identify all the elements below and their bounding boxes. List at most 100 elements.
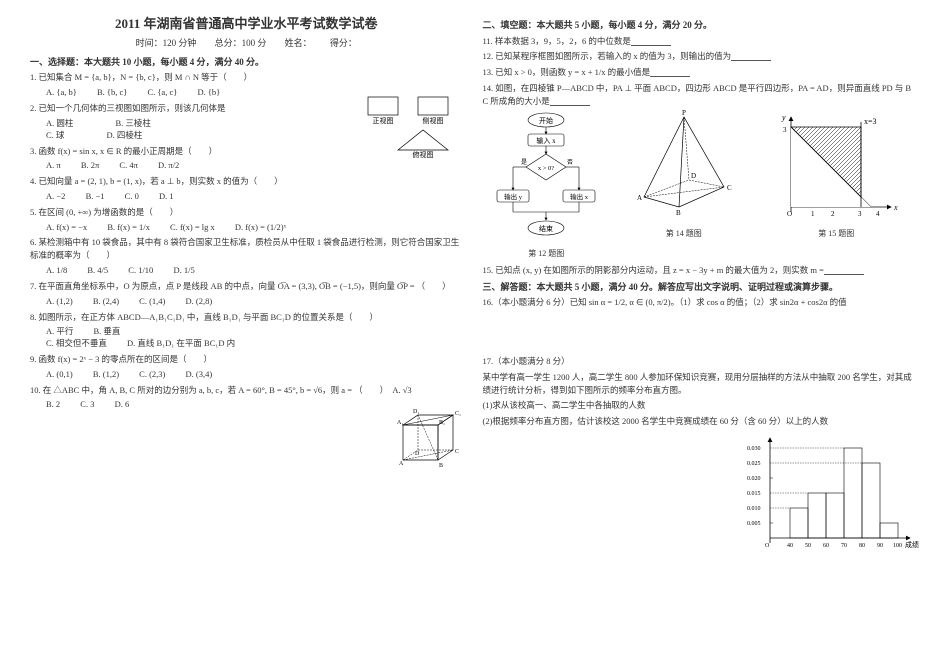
q17-head: 17.（本小题满分 8 分） [483,355,916,368]
svg-text:输出 y: 输出 y [504,192,523,201]
svg-text:0.015: 0.015 [747,491,761,497]
q9-opt-b: B. (1,2) [93,369,119,381]
svg-text:3: 3 [858,210,862,218]
q9-opt-d: D. (3,4) [186,369,213,381]
fig15-label: 第 15 题图 [776,228,896,239]
shaded-region-figure: x=3 x y O 12 34 3 第 15 题图 [776,112,896,259]
section1-header: 一、选择题：本大题共 10 小题，每小题 4 分，满分 40 分。 [30,56,463,69]
q11-text: 11. 样本数据 3，9，5，2，6 的中位数是 [483,35,916,48]
q2-opt-b: B. 三棱柱 [116,118,151,130]
q8-opt-d: D. 直线 B₁D₁ 在平面 BC₁D 内 [127,338,235,350]
pyramid-figure: P A B C D 第 14 题图 [629,112,739,259]
q8-options: A. 平行 B. 垂直 C. 相交但不垂直 D. 直线 B₁D₁ 在平面 BC₁… [30,326,360,350]
q6-opt-d: D. 1/5 [173,265,194,277]
svg-text:x: x [893,203,898,212]
svg-text:是: 是 [521,159,527,166]
q2-opt-a: A. 圆柱 [46,118,73,130]
q7-opt-d: D. (2,8) [186,296,213,308]
svg-text:结束: 结束 [539,224,553,233]
q3-opt-a: A. π [46,160,61,172]
time-label: 时间：120 分钟 [136,38,197,48]
svg-text:A: A [637,194,642,202]
q6-options: A. 1/8 B. 4/5 C. 1/10 D. 1/5 [30,265,463,277]
svg-text:x=3: x=3 [864,117,877,126]
svg-text:A: A [399,461,404,467]
q4-opt-d: D. 1 [159,191,174,203]
top-view-label: 俯视图 [412,150,433,159]
flowchart-svg: 开始 输入 x x > 0? 是 否 输出 y 输出 x [501,112,591,242]
q16-text: 16.（本小题满分 6 分）已知 sin α = 1/2, α ∈ (0, π/… [483,296,916,309]
q7-text: 7. 在平面直角坐标系中，O 为原点，点 P 是线段 AB 的中点，向量 O͞A… [30,280,463,293]
q13-text: 13. 已知 x > 0，则函数 y = x + 1/x 的最小值是 [483,66,916,79]
svg-text:1: 1 [811,210,815,218]
svg-text:输入 x: 输入 x [537,136,557,145]
svg-text:100: 100 [893,543,902,549]
svg-text:D: D [415,451,420,457]
q1-opt-d: D. {b} [197,87,220,99]
q1-opt-c: C. {a, c} [147,87,177,99]
histogram-svg: 0.0050.010 0.0150.020 0.0250.030 O 4050 … [745,433,915,553]
q1-text: 1. 已知集合 M = {a, b}，N = {b, c}，则 M ∩ N 等于… [30,71,463,84]
svg-text:B: B [676,209,681,217]
q4-opt-b: B. −1 [86,191,105,203]
svg-text:A₁: A₁ [397,420,403,426]
section2-header: 二、填空题：本大题共 5 小题，每小题 4 分，满分 20 分。 [483,19,916,32]
svg-text:3: 3 [783,126,787,134]
q17-body: 某中学有高一学生 1200 人，高二学生 800 人参加环保知识竞赛，现用分层抽… [483,371,916,397]
total-label: 总分：100 分 [215,38,267,48]
histogram-figure: 0.0050.010 0.0150.020 0.0250.030 O 4050 … [483,433,916,557]
q4-options: A. −2 B. −1 C. 0 D. 1 [30,191,463,203]
flowchart-figure: 开始 输入 x x > 0? 是 否 输出 y 输出 x [501,112,591,259]
q17-sub1: (1)求从该校高一、高二学生中各抽取的人数 [483,399,916,412]
q4-text: 4. 已知向量 a = (2, 1), b = (1, x)，若 a ⊥ b，则… [30,175,463,188]
fig12-label: 第 12 题图 [501,248,591,259]
q10-text: 10. 在 △ABC 中，角 A, B, C 所对的边分别为 a, b, c，若… [30,384,463,397]
q5-opt-b: B. f(x) = 1/x [107,222,150,234]
q1-opt-b: B. {b, c} [97,87,127,99]
svg-text:40: 40 [787,543,793,549]
svg-text:C: C [727,184,732,192]
side-view-label: 侧视图 [422,116,443,125]
q5-opt-c: C. f(x) = lg x [170,222,215,234]
q15-text: 15. 已知点 (x, y) 在如图所示的阴影部分内运动，且 z = x − 3… [483,264,916,277]
q7-opt-a: A. (1,2) [46,296,73,308]
q6-opt-b: B. 4/5 [87,265,108,277]
svg-text:4: 4 [876,210,880,218]
q5-options: A. f(x) = −x B. f(x) = 1/x C. f(x) = lg … [30,222,463,234]
q5-text: 5. 在区间 (0, +∞) 为增函数的是（ ） [30,206,463,219]
q10-opt-c: C. 3 [80,399,94,411]
q8-cube-figure: AB CD A₁B₁ C₁D₁ [393,405,463,479]
score-label: 得分： [330,38,357,48]
q9-text: 9. 函数 f(x) = 2ˣ − 3 的零点所在的区间是（ ） [30,353,463,366]
svg-text:y: y [781,113,786,122]
svg-text:B₁: B₁ [439,420,445,426]
q4-opt-a: A. −2 [46,191,65,203]
svg-text:x > 0?: x > 0? [538,165,554,172]
svg-text:50: 50 [805,543,811,549]
svg-text:O: O [765,543,770,549]
svg-text:60: 60 [823,543,829,549]
q3-opt-d: D. π/2 [158,160,179,172]
q7-opt-c: C. (1,4) [139,296,165,308]
svg-text:0.010: 0.010 [747,506,761,512]
q4-opt-c: C. 0 [125,191,139,203]
svg-text:C: C [455,449,459,455]
svg-text:D₁: D₁ [413,409,419,415]
q2-opt-c: C. 球 [46,130,64,142]
svg-text:0.005: 0.005 [747,521,761,527]
three-views-svg: 正视图 侧视图 俯视图 [363,95,463,155]
svg-text:90: 90 [877,543,883,549]
q7-options: A. (1,2) B. (2,4) C. (1,4) D. (2,8) [30,296,463,308]
left-column: 2011 年湖南省普通高中学业水平考试数学试卷 时间：120 分钟 总分：100… [20,15,473,654]
q5-opt-d: D. f(x) = (1/2)ˣ [235,222,286,234]
q8-text: 8. 如图所示，在正方体 ABCD—A₁B₁C₁D₁ 中，直线 B₁D₁ 与平面… [30,311,463,324]
svg-text:B: B [439,463,443,469]
q17-sub2: (2)根据频率分布直方图，估计该校这 2000 名学生中竞赛成绩在 60 分（含… [483,415,916,428]
q7-opt-b: B. (2,4) [93,296,119,308]
svg-text:0.025: 0.025 [747,461,761,467]
region-svg: x=3 x y O 12 34 3 [776,112,896,222]
svg-text:80: 80 [859,543,865,549]
q8-opt-a: A. 平行 [46,326,73,338]
right-column: 二、填空题：本大题共 5 小题，每小题 4 分，满分 20 分。 11. 样本数… [473,15,926,654]
q8-opt-c: C. 相交但不垂直 [46,338,107,350]
